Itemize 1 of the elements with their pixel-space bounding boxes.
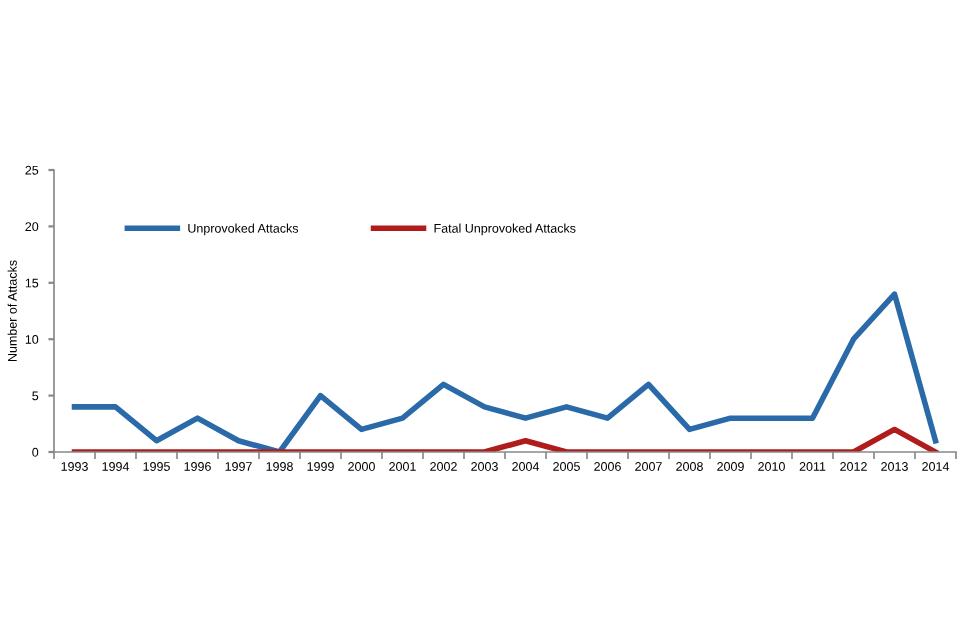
line-series <box>71 291 939 452</box>
